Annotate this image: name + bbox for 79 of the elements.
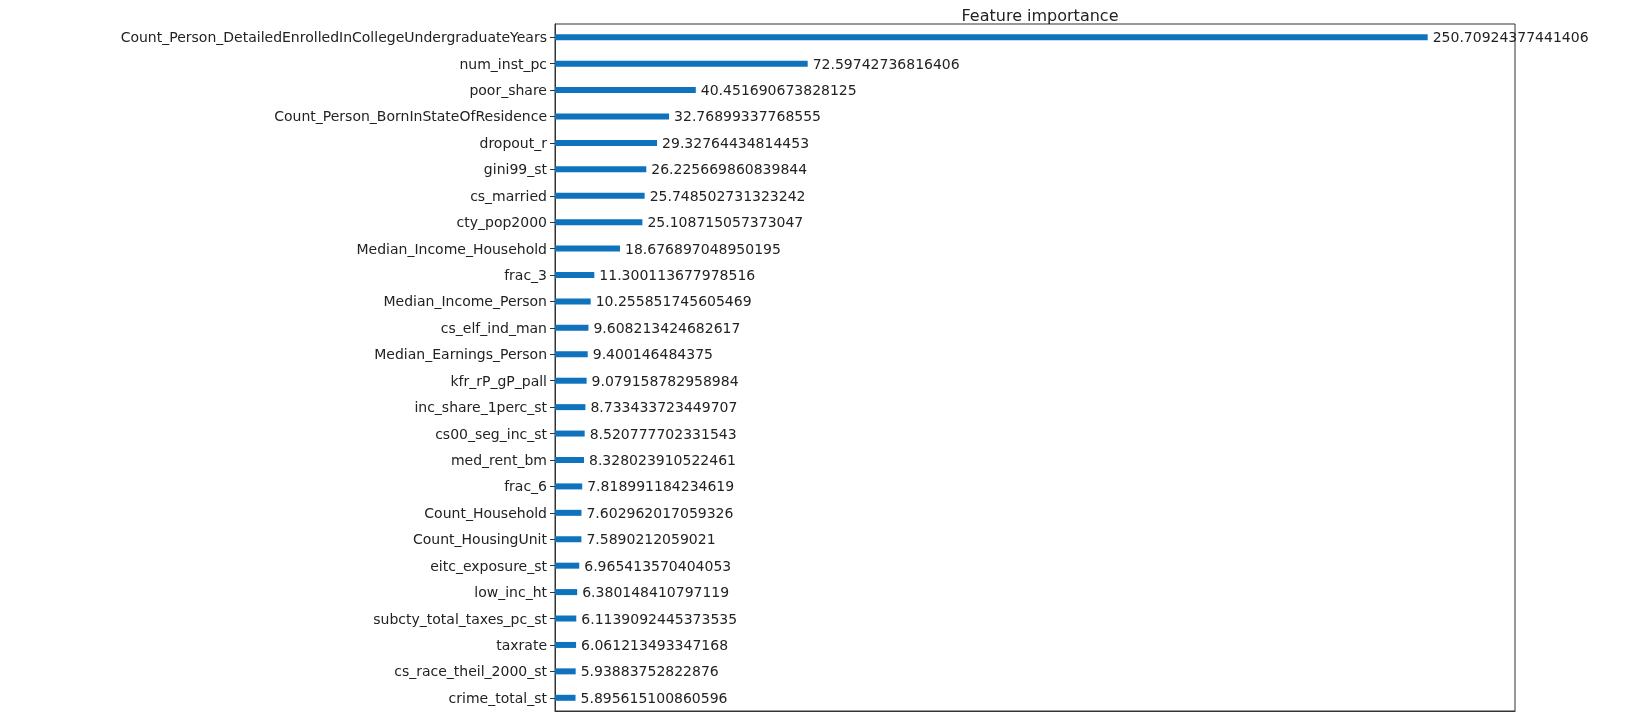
bar: [555, 377, 587, 384]
bar: [555, 536, 582, 543]
bar: [555, 245, 621, 252]
bar: [555, 87, 696, 94]
data-label: 8.328023910522461: [588, 451, 736, 468]
y-tick-label: med_rent_bm: [450, 451, 547, 468]
bar: [555, 456, 584, 463]
y-tick-label: num_inst_pc: [459, 55, 547, 72]
y-tick-label: Median_Income_Household: [356, 240, 547, 257]
data-label: 10.255851745605469: [595, 293, 752, 310]
bar: [555, 641, 577, 648]
chart-title: Feature importance: [961, 5, 1119, 25]
bar: [555, 351, 588, 358]
bar: [555, 324, 589, 331]
data-label: 40.451690673828125: [700, 82, 857, 99]
y-tick-label: gini99_st: [483, 161, 548, 178]
data-label: 5.895615100860596: [580, 689, 728, 706]
data-label: 6.965413570404053: [584, 557, 732, 574]
data-label: 6.1139092445373535: [581, 610, 738, 627]
bar: [555, 272, 595, 279]
y-tick-label: cs00_seg_inc_st: [435, 425, 548, 442]
bar: [555, 509, 582, 516]
y-tick-label: subcty_total_taxes_pc_st: [373, 610, 548, 627]
bar: [555, 430, 585, 437]
data-label: 5.93883752822876: [580, 663, 719, 680]
y-tick-label: cs_elf_ind_man: [440, 319, 547, 336]
y-tick-label: kfr_rP_gP_pall: [450, 372, 547, 389]
y-tick-label: cs_married: [470, 187, 547, 204]
data-label: 7.818991184234619: [587, 478, 735, 495]
bar: [555, 404, 586, 411]
bar: [555, 668, 576, 675]
bar: [555, 60, 808, 67]
data-label: 6.061213493347168: [581, 636, 729, 653]
bar: [555, 166, 647, 173]
data-label: 6.380148410797119: [582, 584, 730, 601]
data-label: 32.76899337768555: [674, 108, 822, 125]
data-label: 7.602962017059326: [586, 504, 734, 521]
y-tick-label: Count_HousingUnit: [413, 531, 548, 548]
data-label: 8.733433723449707: [590, 399, 738, 416]
y-tick-label: low_inc_ht: [474, 584, 548, 601]
data-label: 72.59742736816406: [812, 55, 960, 72]
bar: [555, 615, 577, 622]
data-label: 8.520777702331543: [589, 425, 737, 442]
data-label: 26.225669860839844: [651, 161, 808, 178]
y-tick-label: Count_Household: [424, 504, 547, 521]
data-label: 25.748502731323242: [649, 187, 806, 204]
bar: [555, 219, 643, 226]
y-tick-label: cs_race_theil_2000_st: [394, 663, 548, 680]
bar: [555, 694, 576, 701]
y-tick-label: Count_Person_BornInStateOfResidence: [274, 108, 547, 125]
y-tick-label: frac_6: [504, 478, 548, 495]
y-tick-label: eitc_exposure_st: [430, 557, 548, 574]
bar: [555, 298, 591, 305]
y-tick-label: inc_share_1perc_st: [414, 399, 548, 416]
y-tick-label: poor_share: [469, 82, 547, 99]
y-tick-label: taxrate: [496, 636, 547, 653]
data-label: 9.608213424682617: [593, 319, 741, 336]
y-tick-label: dropout_r: [479, 134, 548, 151]
bar: [555, 562, 580, 569]
data-label: 250.70924377441406: [1432, 29, 1589, 46]
y-tick-label: Median_Earnings_Person: [374, 346, 547, 363]
data-label: 25.108715057373047: [647, 214, 804, 231]
y-tick-label: cty_pop2000: [456, 214, 547, 231]
bar: [555, 589, 578, 596]
bar: [555, 192, 645, 199]
y-tick-label: crime_total_st: [448, 689, 548, 706]
y-tick-label: Median_Income_Person: [383, 293, 547, 310]
data-label: 7.5890212059021: [586, 531, 716, 548]
data-label: 18.676897048950195: [625, 240, 781, 257]
bar: [555, 113, 670, 120]
data-label: 9.079158782958984: [591, 372, 739, 389]
y-tick-label: Count_Person_DetailedEnrolledInCollegeUndergraduateYears: [120, 29, 547, 46]
bar: [555, 139, 658, 146]
y-tick-label: frac_3: [504, 267, 547, 284]
data-label: 11.300113677978516: [599, 267, 756, 284]
data-label: 29.32764434814453: [662, 134, 810, 151]
bar: [555, 483, 583, 490]
bar: [555, 34, 1428, 41]
data-label: 9.400146484375: [592, 346, 713, 363]
